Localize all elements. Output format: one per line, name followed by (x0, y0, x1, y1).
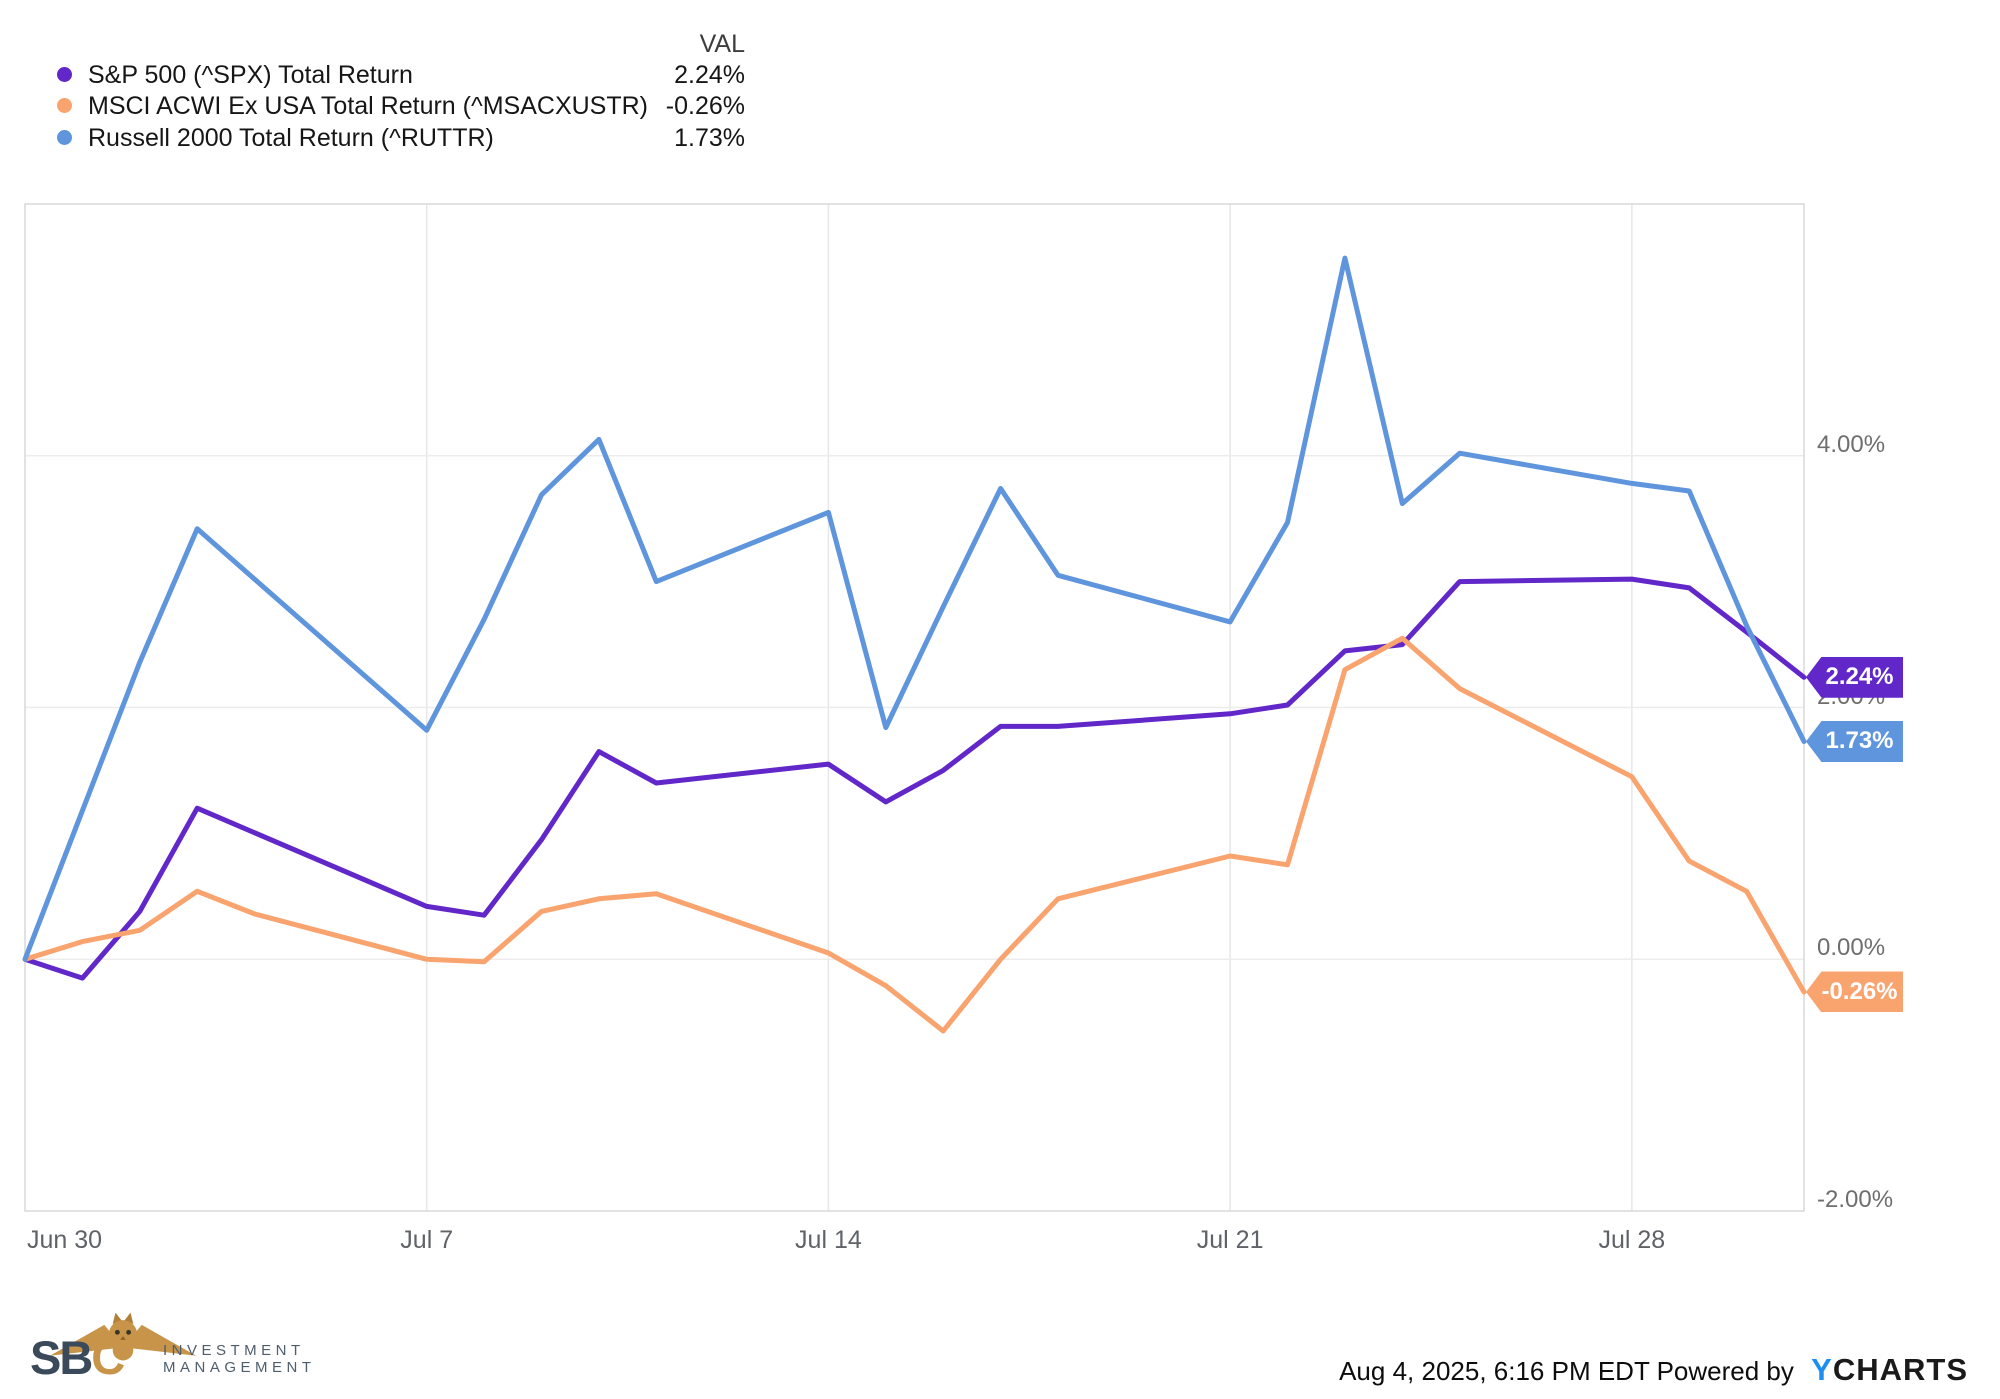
series-line-RUTTR (22, 255, 1807, 962)
value-badge-SPX: 2.24% (1806, 656, 1903, 698)
x-axis-tick-label: Jun 30 (27, 1226, 103, 1254)
sbc-letter-accent: C (91, 1331, 125, 1384)
legend-item-spx: S&P 500 (^SPX) Total Return 2.24% (88, 61, 745, 89)
y-axis-tick-label: 0.00% (1817, 934, 1886, 962)
legend-label: Russell 2000 Total Return (^RUTTR) (88, 124, 494, 152)
sbc-letters: SB (30, 1331, 93, 1384)
x-axis-tick-label: Jul 14 (795, 1226, 862, 1254)
ycharts-logo: YCHARTS (1811, 1352, 1968, 1387)
legend-label: MSCI ACWI Ex USA Total Return (^MSACXUST… (88, 92, 648, 120)
legend-item-msacxustr: MSCI ACWI Ex USA Total Return (^MSACXUST… (88, 92, 745, 120)
legend-value: -0.26% (665, 92, 745, 120)
legend-dot-spx (57, 67, 72, 82)
series-line-MSACXUSTR (22, 635, 1807, 1034)
series-line-SPX (22, 576, 1807, 981)
sbc-wordmark: SBC (30, 1331, 125, 1384)
x-axis-tick-label: Jul 21 (1196, 1226, 1264, 1254)
plot-border (24, 203, 1805, 1212)
y-axis-tick-label: 4.00% (1817, 430, 1886, 458)
powered-by-label: Powered by (1656, 1356, 1794, 1386)
ycharts-y: Y (1811, 1352, 1833, 1387)
logo-text: INVESTMENT MANAGEMENT (163, 1342, 316, 1376)
x-axis-tick-label: Jul 28 (1598, 1226, 1666, 1254)
logo-line2: MANAGEMENT (163, 1359, 316, 1376)
legend-value: 2.24% (674, 61, 745, 89)
legend-dot-ruttr (57, 130, 72, 145)
footer-attribution: Aug 4, 2025, 6:16 PM EDT Powered by YCHA… (1339, 1352, 1968, 1388)
value-badge-RUTTR: 1.73% (1806, 720, 1903, 762)
timestamp: Aug 4, 2025, 6:16 PM EDT (1339, 1356, 1650, 1386)
legend-label: S&P 500 (^SPX) Total Return (88, 61, 413, 89)
y-axis-tick-label: -2.00% (1817, 1186, 1894, 1213)
owl-icon (49, 1312, 197, 1361)
legend-value: 1.73% (674, 124, 745, 152)
legend-val-header: VAL (699, 30, 745, 58)
legend-item-ruttr: Russell 2000 Total Return (^RUTTR) 1.73% (88, 124, 745, 152)
legend-dot-msacxustr (57, 98, 72, 113)
sbc-logo: SBC INVESTMENT MANAGEMENT (30, 1312, 311, 1386)
ycharts-charts: CHARTS (1832, 1352, 1968, 1387)
value-badge-MSACXUSTR: -0.26% (1806, 971, 1903, 1013)
x-axis-tick-label: Jul 7 (400, 1226, 454, 1254)
logo-line1: INVESTMENT (163, 1342, 305, 1359)
